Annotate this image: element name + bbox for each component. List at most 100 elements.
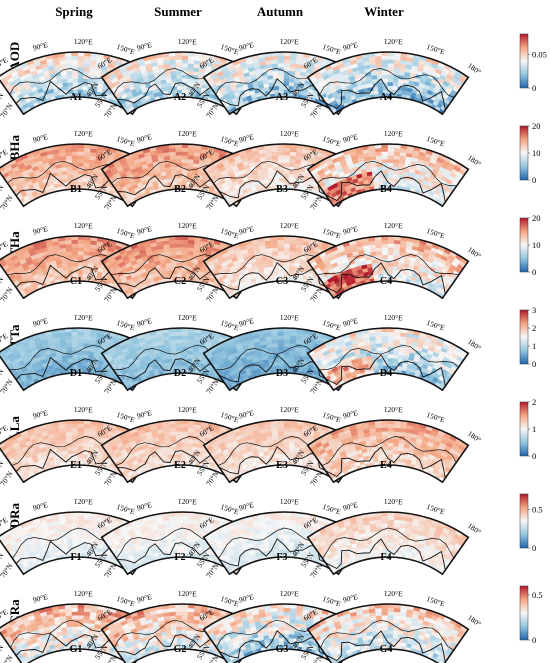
lon-tick-label: 150°E [321,134,342,149]
lon-tick-label: 150°E [425,502,446,517]
lon-tick-label: 90°E [32,408,49,421]
panel-id-label: A2 [174,92,186,103]
lon-tick-label: 90°E [238,316,255,329]
heatmap-cells [307,512,469,575]
row-tta: TTa40°N55°N70°N60°E90°E120°E150°E180°D14… [0,305,536,396]
lat-tick-label: 70°N [0,377,15,396]
lon-tick-label: 120°E [74,313,94,323]
lon-tick-label: 120°E [280,129,300,139]
panel-id-label: D4 [380,368,392,379]
lon-tick-label: 180° [466,153,483,169]
lon-tick-label: 150°E [321,42,342,57]
lon-tick-label: 60°E [0,515,10,531]
lon-tick-label: 60°E [0,331,10,347]
colorbar-tick-label: 1 [532,424,536,434]
lon-tick-label: 150°E [115,410,136,425]
colorbar-taod: 00.05 [519,33,547,93]
colorbar-tick-label: 0.5 [532,504,543,514]
colorbar-tick-label: 3 [532,305,536,315]
lat-tick-label: 70°N [0,193,15,212]
lon-tick-label: 90°E [238,224,255,237]
lat-tick-label: 70°N [0,285,15,304]
colorbar-tbha: 0 10 20 [519,121,541,185]
lon-tick-label: 150°E [115,594,136,609]
panel-id-label: F4 [380,552,391,563]
colorbar-tick-label: 10 [532,240,541,250]
season-header-winter: Winter [364,4,404,19]
panel-id-label: D1 [70,368,82,379]
lon-tick-label: 90°E [136,40,153,53]
lon-tick-label: 90°E [238,132,255,145]
lon-tick-label: 120°E [280,313,300,323]
colorbar-tick-label: 0 [532,175,536,185]
panel-id-label: A3 [276,92,288,103]
lon-tick-label: 120°E [74,129,94,139]
colorbar-tick-label: 1 [532,341,536,351]
colorbar-lla: 0 1 2 [519,397,536,461]
map-frame [306,511,470,576]
boundary-lines [320,619,454,663]
lon-tick-label: 90°E [32,40,49,53]
lon-tick-label: 120°E [280,37,300,47]
lon-tick-label: 150°E [425,410,446,425]
lon-tick-label: 90°E [32,132,49,145]
lat-tick-label: 70°N [102,653,119,663]
panel-id-label: A4 [380,92,392,103]
colorbar-tick-label: 0.05 [532,49,547,59]
lon-tick-label: 150°E [115,134,136,149]
map-frame [306,419,470,484]
row-cra: CRa40°N55°N70°N60°E90°E120°E150°E180°G14… [0,585,543,663]
map-frame [306,327,470,392]
lat-tick-label: 70°N [308,653,325,663]
panel-id-label: C2 [174,276,186,287]
colorbar-gradient [519,585,529,641]
panel-id-label: F2 [174,552,185,563]
panel-id-label: B4 [380,184,392,195]
lon-tick-label: 150°E [425,134,446,149]
lon-tick-label: 150°E [115,42,136,57]
lon-tick-label: 90°E [342,592,359,605]
row-tha: THa40°N55°N70°N60°E90°E120°E150°E180°C14… [0,213,541,304]
lon-tick-label: 120°E [178,313,198,323]
colorbar-tick-label: 2 [532,323,536,333]
colorbar-gradient [519,125,529,181]
boundary-lines [319,68,455,111]
lon-tick-label: 150°E [425,594,446,609]
boundary-lines [317,160,457,203]
lon-tick-label: 120°E [280,221,300,231]
lon-tick-label: 60°E [0,147,10,163]
panel-id-label: D3 [276,368,288,379]
lon-tick-label: 120°E [384,405,404,415]
lon-tick-label: 60°E [0,607,10,623]
lon-tick-label: 90°E [136,224,153,237]
lon-tick-label: 90°E [342,500,359,513]
season-header-autumn: Autumn [257,4,304,19]
lon-tick-label: 90°E [342,316,359,329]
lat-tick-label: 70°N [0,561,15,580]
boundary-lines [322,527,455,571]
lon-tick-label: 90°E [342,408,359,421]
panel-id-label: E4 [380,460,392,471]
lon-tick-label: 120°E [280,405,300,415]
panel-id-label: A1 [70,92,82,103]
lon-tick-label: 60°E [0,239,10,255]
lon-tick-label: 150°E [321,318,342,333]
lon-tick-label: 90°E [32,592,49,605]
lon-tick-label: 150°E [115,318,136,333]
panel-id-label: C4 [380,276,392,287]
colorbar-tick-label: 10 [532,148,541,158]
map-frame [306,143,470,208]
colorbar-tick-label: 0 [532,451,536,461]
colorbar-tha: 0 10 20 [519,213,541,277]
lon-tick-label: 120°E [384,221,404,231]
colorbar-tick-label: 0.5 [532,590,543,600]
colorbar-tick-label: 2 [532,397,536,407]
lon-tick-label: 60°E [0,55,10,71]
lon-tick-label: 120°E [74,405,94,415]
lon-tick-label: 120°E [384,497,404,507]
